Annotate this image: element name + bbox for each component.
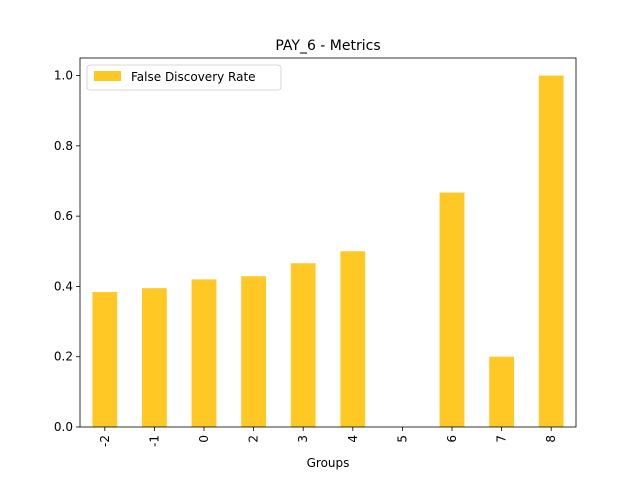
legend-frame [86, 64, 282, 91]
bar--2 [92, 292, 118, 427]
bar-4 [340, 251, 366, 427]
legend: False Discovery Rate [86, 64, 282, 91]
legend-label: False Discovery Rate [131, 70, 256, 84]
legend-swatch [94, 71, 121, 81]
x-tick-label: 5 [395, 435, 409, 443]
y-tick-label: 0.0 [54, 420, 73, 434]
y-tick-label: 0.6 [54, 209, 73, 223]
x-tick-label: 3 [296, 435, 310, 443]
y-tick-label: 0.2 [54, 350, 73, 364]
y-tick-label: 0.8 [54, 139, 73, 153]
x-tick-label: 4 [346, 435, 360, 443]
y-tick-label: 0.4 [54, 279, 73, 293]
x-tick-label: -2 [98, 435, 112, 447]
y-tick-label: 1.0 [54, 69, 73, 83]
bar-3 [290, 263, 316, 427]
x-tick-label: 6 [445, 435, 459, 443]
x-axis-label: Groups [307, 456, 350, 470]
x-tick-label: 2 [247, 435, 261, 443]
bar-2 [241, 276, 266, 427]
bar-0 [191, 279, 217, 427]
x-tick-label: 8 [544, 435, 558, 443]
chart-title: PAY_6 - Metrics [275, 38, 380, 54]
x-tick-label: 7 [495, 435, 509, 443]
x-tick-label: 0 [197, 435, 211, 443]
bar-8 [538, 75, 564, 428]
bar-6 [439, 192, 465, 427]
x-tick-label: -1 [147, 435, 161, 447]
bar-7 [489, 356, 514, 427]
bar--1 [142, 288, 167, 427]
plot-frame [79, 57, 577, 428]
